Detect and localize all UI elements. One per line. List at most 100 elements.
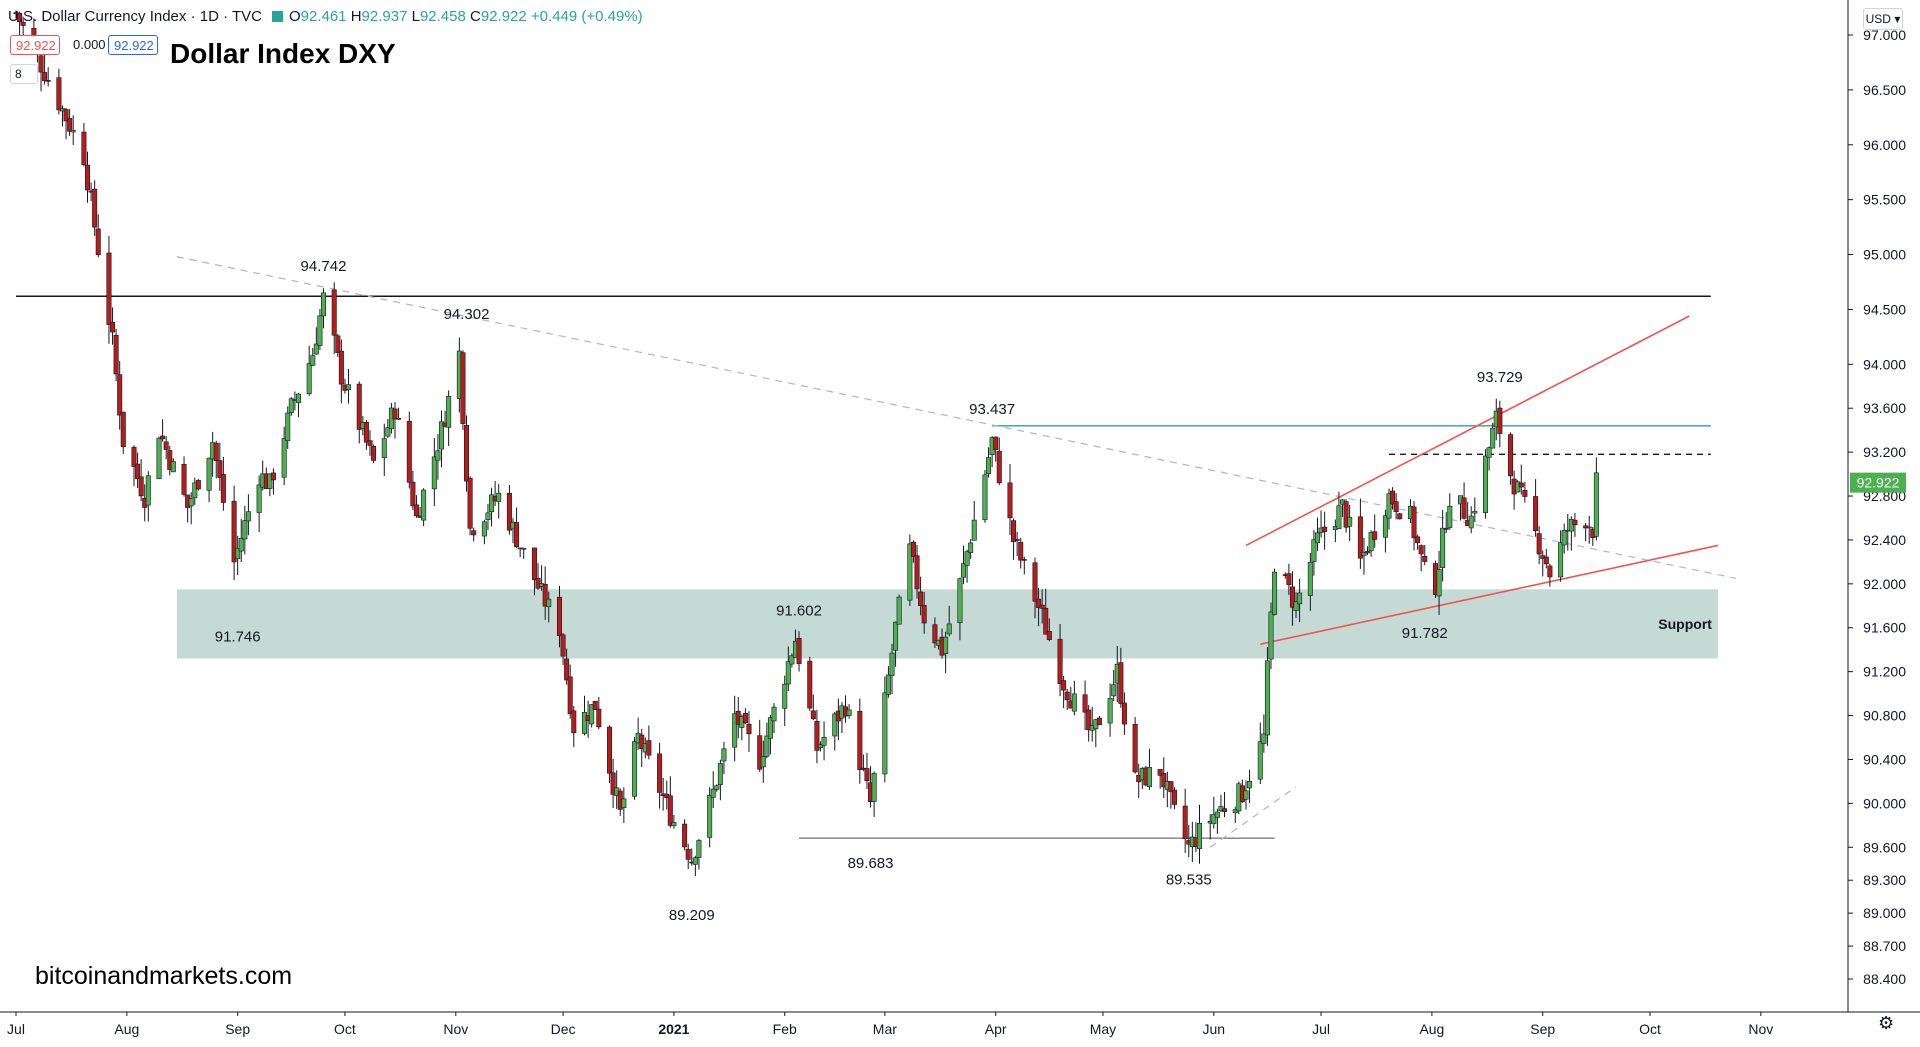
candle	[181, 456, 187, 497]
candle-body	[256, 484, 262, 513]
candle	[1382, 509, 1388, 553]
candle	[864, 752, 870, 789]
candle-body	[964, 551, 970, 566]
candle-body	[270, 472, 276, 481]
candle-body	[871, 773, 877, 802]
candle-body	[67, 118, 73, 132]
candle	[1533, 479, 1539, 537]
candle-body	[1036, 598, 1042, 608]
candle	[471, 527, 477, 542]
candle-body	[181, 463, 187, 495]
candle	[968, 539, 974, 560]
candle-body	[610, 772, 616, 795]
candle	[363, 419, 369, 450]
candle	[1064, 688, 1070, 710]
candle	[1393, 493, 1399, 520]
candle	[85, 151, 91, 203]
symbol-name[interactable]: U.S. Dollar Currency Index · 1D · TVC	[8, 8, 262, 25]
candle-body	[882, 692, 888, 775]
swing-label: 91.602	[776, 603, 822, 620]
candle	[564, 648, 570, 685]
candle-body	[435, 450, 441, 461]
candle	[464, 415, 470, 492]
watermark-text: bitcoinandmarkets.com	[35, 962, 293, 990]
candle-body	[531, 547, 537, 581]
ohlc-high: H92.937	[350, 8, 408, 25]
candle-body	[1558, 542, 1564, 578]
candle	[231, 485, 237, 581]
candle	[489, 487, 495, 527]
candle	[1043, 588, 1049, 635]
candle	[1111, 669, 1117, 702]
candle	[1118, 647, 1124, 708]
candle	[764, 722, 770, 759]
currency-button[interactable]: USD ▾	[1863, 8, 1903, 30]
candle	[1447, 493, 1453, 530]
candle	[746, 711, 752, 752]
trend-line	[1245, 315, 1690, 547]
candle-body	[1182, 805, 1188, 840]
candle	[81, 123, 87, 167]
candle-body	[1322, 526, 1328, 532]
buy-button[interactable]: 92.922	[108, 35, 158, 55]
candle	[1472, 497, 1478, 523]
candle	[170, 458, 176, 473]
candle-body	[1118, 662, 1124, 704]
indicators-collapse-button[interactable]: 8	[10, 64, 38, 84]
candle	[1483, 449, 1489, 519]
candle-body	[1132, 724, 1138, 773]
gear-icon[interactable]: ⚙	[1878, 1013, 1895, 1033]
candle	[320, 288, 326, 329]
candle-body	[957, 578, 963, 624]
candle-body	[639, 734, 645, 750]
candle-body	[696, 840, 702, 858]
candle-body	[313, 343, 319, 355]
candle-body	[821, 736, 827, 746]
candle	[714, 784, 720, 792]
candle-body	[1082, 694, 1088, 713]
candle-body	[1443, 527, 1449, 530]
candle	[167, 445, 173, 476]
candle-body	[1397, 513, 1403, 520]
candle	[1036, 587, 1042, 627]
price-tick-label: 95.500	[1863, 192, 1906, 208]
candle-body	[571, 710, 577, 734]
candle	[435, 434, 441, 480]
candle	[1468, 506, 1474, 534]
candle	[1508, 432, 1514, 485]
candle-body	[1161, 773, 1167, 788]
swing-label: 89.535	[1166, 871, 1212, 888]
candle	[667, 776, 673, 828]
candle	[45, 67, 51, 87]
candle-body	[371, 445, 377, 461]
candle	[671, 814, 677, 829]
candle-body	[782, 683, 788, 709]
candle	[1264, 646, 1270, 747]
sell-button[interactable]: 92.922	[10, 35, 60, 55]
candle	[639, 728, 645, 767]
candle	[1018, 537, 1024, 569]
candle-body	[567, 676, 573, 715]
candle-body	[471, 530, 477, 536]
candle	[767, 714, 773, 755]
candle-body	[1111, 684, 1117, 697]
candle-body	[1168, 781, 1174, 793]
candle	[1061, 675, 1067, 709]
candle-body	[195, 480, 201, 490]
candle	[932, 617, 938, 649]
candle	[964, 549, 970, 583]
candle-body	[932, 624, 938, 644]
candle	[1286, 563, 1292, 595]
candle	[696, 838, 702, 870]
market-status-icon	[271, 11, 283, 22]
swing-label: 89.209	[669, 907, 715, 924]
ohlc-close: C92.922	[470, 8, 527, 25]
candle	[657, 742, 663, 809]
candle	[1146, 748, 1152, 790]
candle	[1171, 787, 1177, 810]
candle	[506, 484, 512, 535]
candle-body	[1536, 533, 1542, 555]
candle	[217, 442, 223, 491]
